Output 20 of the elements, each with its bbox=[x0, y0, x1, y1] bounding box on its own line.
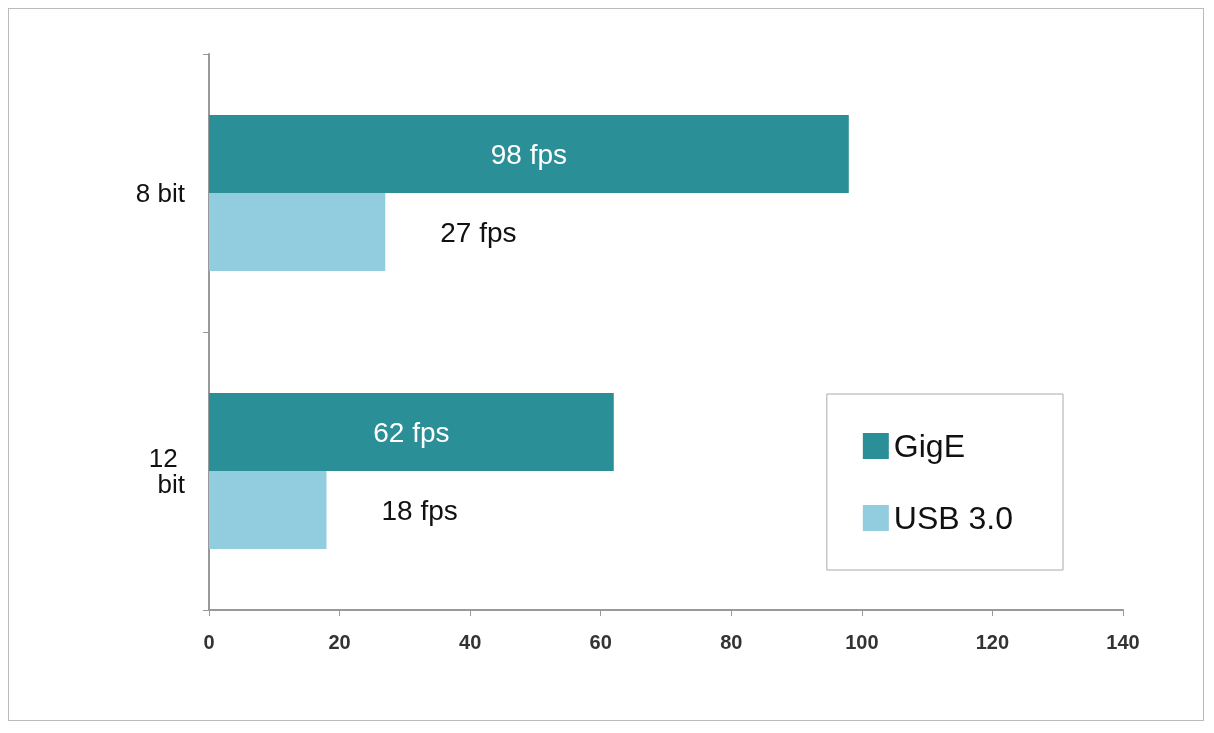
x-tick-label: 40 bbox=[459, 631, 482, 653]
x-tick-label: 100 bbox=[845, 631, 879, 653]
bar bbox=[209, 193, 386, 271]
bar bbox=[209, 471, 327, 549]
x-tick-label: 20 bbox=[328, 631, 351, 653]
data-label: 98 fps bbox=[490, 138, 568, 170]
y-tick-label: 12 bit bbox=[148, 443, 186, 499]
legend-label: USB 3.0 bbox=[893, 500, 1013, 536]
bar bbox=[209, 115, 849, 193]
x-tick-label: 80 bbox=[720, 631, 743, 653]
y-tick-label: 8 bit bbox=[135, 178, 186, 208]
x-tick-label: 120 bbox=[975, 631, 1010, 653]
data-label: 27 fps bbox=[440, 216, 517, 248]
bar bbox=[209, 393, 614, 471]
data-label: 62 fps bbox=[373, 416, 450, 448]
data-label: 18 fps bbox=[381, 494, 458, 526]
x-tick-label: 0 bbox=[203, 631, 215, 653]
x-tick-label: 60 bbox=[589, 631, 612, 653]
x-tick-label: 140 bbox=[1106, 631, 1140, 653]
legend-label: GigE bbox=[893, 428, 965, 464]
